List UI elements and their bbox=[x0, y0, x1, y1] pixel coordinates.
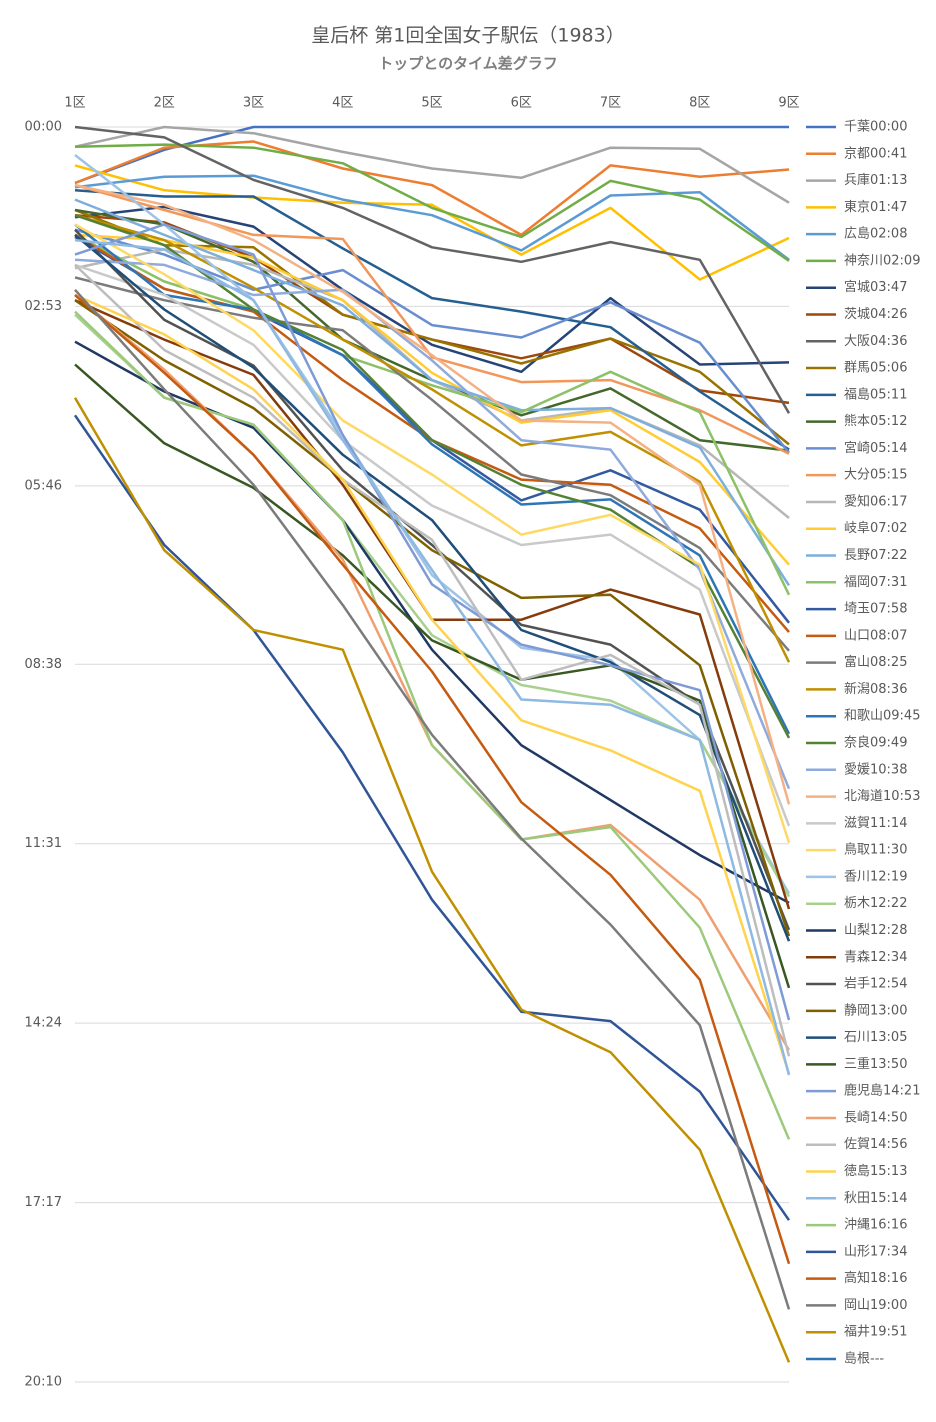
legend-label: 愛媛10:38 bbox=[844, 762, 907, 777]
legend-label: 山口08:07 bbox=[844, 628, 907, 643]
series-line bbox=[74, 143, 790, 262]
series-line bbox=[74, 293, 791, 1075]
legend-label: 長野07:22 bbox=[844, 548, 907, 563]
y-tick-label: 02:53 bbox=[25, 299, 62, 314]
legend-label: 広島02:08 bbox=[844, 227, 907, 242]
legend-label: 沖縄16:16 bbox=[844, 1218, 907, 1233]
series-line bbox=[73, 414, 791, 1221]
legend-label: 富山08:25 bbox=[844, 654, 907, 670]
legend-label: 鹿児島14:21 bbox=[844, 1083, 920, 1099]
legend-label: 三重13:50 bbox=[844, 1056, 907, 1072]
legend-label: 石川13:05 bbox=[844, 1030, 907, 1045]
legend-label: 宮崎05:14 bbox=[844, 440, 907, 456]
y-tick-label: 14:24 bbox=[25, 1016, 62, 1031]
legend-label: 北海道10:53 bbox=[844, 789, 920, 804]
series-line bbox=[74, 189, 790, 451]
legend-label: 福井19:51 bbox=[844, 1325, 907, 1340]
legend-label: 山形17:34 bbox=[844, 1244, 907, 1259]
series-line bbox=[74, 205, 790, 374]
x-tick-label: 3区 bbox=[243, 96, 264, 111]
x-tick-label: 8区 bbox=[689, 96, 710, 111]
y-tick-label: 08:38 bbox=[25, 657, 62, 672]
series-line bbox=[74, 183, 790, 455]
series-line bbox=[74, 233, 791, 596]
series-line bbox=[74, 263, 791, 827]
legend-label: 茨城04:26 bbox=[844, 307, 907, 322]
series-line bbox=[74, 340, 790, 904]
series-line bbox=[74, 198, 791, 587]
legend-label: 新潟08:36 bbox=[844, 681, 907, 697]
legend-label: 千葉00:00 bbox=[844, 120, 907, 135]
legend-label: 岐阜07:02 bbox=[844, 520, 907, 536]
legend-label: 奈良09:49 bbox=[844, 735, 907, 751]
series-line bbox=[74, 125, 789, 185]
series-line bbox=[74, 183, 791, 805]
series-line bbox=[73, 397, 791, 1363]
y-tick-label: 05:46 bbox=[25, 478, 62, 493]
series-line bbox=[74, 288, 791, 1310]
legend-label: 大分05:15 bbox=[844, 468, 907, 483]
legend-label: 高知18:16 bbox=[844, 1270, 907, 1286]
legend-label: 秋田15:14 bbox=[844, 1191, 907, 1206]
series-line bbox=[74, 164, 790, 281]
x-tick-label: 5区 bbox=[421, 96, 442, 111]
legend-label: 京都00:41 bbox=[844, 146, 907, 161]
legend-label: 熊本05:12 bbox=[844, 413, 907, 429]
series-line bbox=[74, 299, 791, 937]
series-line bbox=[74, 223, 791, 1021]
y-tick-label: 17:17 bbox=[25, 1195, 62, 1210]
legend-label: 福島05:11 bbox=[844, 387, 907, 402]
legend-label: 和歌山09:45 bbox=[844, 709, 920, 724]
series-line bbox=[74, 263, 791, 1057]
legend-label: 静岡13:00 bbox=[844, 1003, 907, 1018]
legend-label: 滋賀11:14 bbox=[844, 816, 907, 831]
legend-label: 青森12:34 bbox=[844, 950, 907, 965]
series-line bbox=[74, 294, 791, 1265]
series-line bbox=[74, 125, 790, 204]
series-line bbox=[74, 238, 791, 1076]
legend-label: 鳥取11:30 bbox=[844, 843, 907, 858]
legend-label: 島根--- bbox=[844, 1352, 884, 1367]
legend-label: 東京01:47 bbox=[844, 199, 907, 215]
y-tick-label: 00:00 bbox=[25, 120, 62, 135]
legend-label: 栃木12:22 bbox=[844, 896, 907, 911]
x-tick-label: 4区 bbox=[332, 96, 353, 111]
legend-label: 愛知06:17 bbox=[844, 493, 907, 509]
series-line bbox=[74, 125, 791, 414]
series-line bbox=[74, 228, 791, 931]
legend-label: 埼玉07:58 bbox=[844, 602, 907, 617]
series-line bbox=[74, 223, 791, 844]
legend-label: 岡山19:00 bbox=[844, 1298, 907, 1313]
legend-label: 群馬05:06 bbox=[844, 361, 907, 376]
legend-label: 徳島15:13 bbox=[844, 1164, 907, 1179]
series-line bbox=[74, 258, 791, 790]
chart-subtitle: トップとのタイム差グラフ bbox=[378, 55, 558, 73]
legend-label: 岩手12:54 bbox=[844, 977, 907, 992]
x-tick-label: 9区 bbox=[778, 96, 799, 111]
legend-label: 兵庫01:13 bbox=[844, 173, 907, 188]
legend-label: 山梨12:28 bbox=[844, 923, 907, 938]
y-tick-label: 20:10 bbox=[25, 1375, 62, 1390]
legend-label: 神奈川02:09 bbox=[844, 253, 920, 268]
legend-label: 大阪04:36 bbox=[844, 334, 907, 349]
legend-label: 長崎14:50 bbox=[844, 1110, 907, 1125]
legend-label: 香川12:19 bbox=[844, 869, 907, 884]
x-tick-label: 1区 bbox=[64, 96, 85, 111]
chart-title: 皇后杯 第1回全国女子駅伝（1983） bbox=[311, 25, 624, 47]
series-line bbox=[74, 154, 791, 895]
series-line bbox=[74, 233, 791, 942]
series-line bbox=[74, 310, 791, 1140]
x-tick-label: 2区 bbox=[154, 96, 175, 111]
y-tick-label: 11:31 bbox=[25, 836, 62, 851]
x-tick-label: 6区 bbox=[511, 96, 532, 111]
x-tick-label: 7区 bbox=[600, 96, 621, 111]
legend-label: 宮城03:47 bbox=[844, 279, 907, 295]
series-line bbox=[74, 223, 791, 735]
legend-label: 佐賀14:56 bbox=[844, 1137, 907, 1152]
legend-label: 福岡07:31 bbox=[844, 575, 907, 590]
